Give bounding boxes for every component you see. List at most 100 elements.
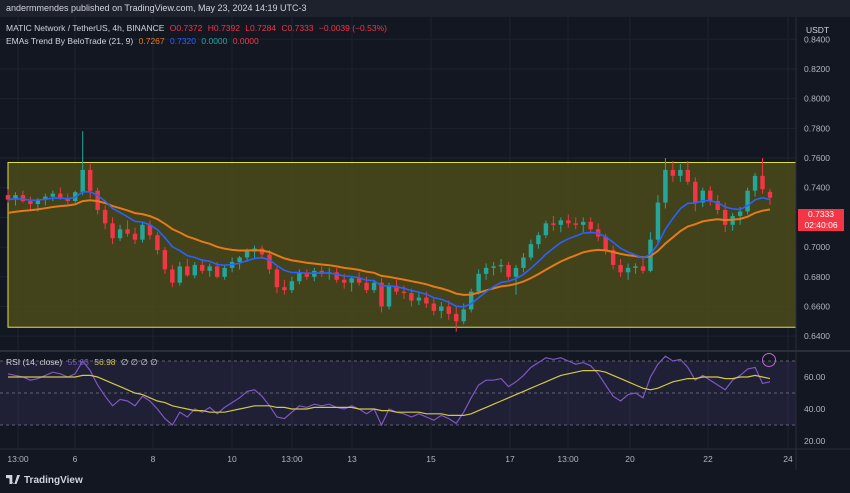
candle-body <box>214 266 220 277</box>
candle-body <box>289 281 295 291</box>
candle-body <box>476 273 481 292</box>
candle-body <box>439 306 444 311</box>
time-tick-label: 8 <box>151 454 156 464</box>
candle-body <box>371 282 377 291</box>
candle-body <box>102 209 108 224</box>
time-tick-label: 6 <box>73 454 78 464</box>
candle-body <box>640 266 646 271</box>
candle-body <box>237 257 242 262</box>
candle-body <box>581 221 586 225</box>
candle-body <box>125 229 130 234</box>
rsi-levels <box>0 360 796 426</box>
time-tick-label: 22 <box>703 454 713 464</box>
candle-body <box>394 285 399 292</box>
rsi-value-2: 56.98 <box>94 357 116 367</box>
candle-body <box>483 267 489 274</box>
rsi-ma-line <box>8 370 771 416</box>
candle-body <box>386 285 392 307</box>
ema-value-3: 0.0000 <box>201 36 228 46</box>
candle-body <box>356 278 362 283</box>
candle-body <box>140 224 145 240</box>
candle-body <box>147 224 153 236</box>
rsi-legend: RSI (14, close) 55.63 56.98 ∅ ∅ ∅ ∅ <box>6 357 161 368</box>
candle-body <box>416 297 422 301</box>
candle-body <box>767 191 773 198</box>
symbol-legend: MATIC Network / TetherUS, 4h, BINANCE O0… <box>6 23 390 33</box>
candle-body <box>244 251 250 258</box>
candle-body <box>685 169 691 182</box>
candle-body <box>349 278 354 283</box>
candle-body <box>117 229 123 239</box>
lightning-icon[interactable] <box>762 353 776 367</box>
candle-body <box>132 233 138 240</box>
currency-label: USDT <box>806 25 829 35</box>
rsi-title[interactable]: RSI (14, close) <box>6 357 63 367</box>
candle-body <box>610 250 616 265</box>
rsi-value-1: 55.63 <box>67 357 89 367</box>
candle-body <box>87 169 93 191</box>
close-value: C0.7333 <box>281 23 314 33</box>
candle-body <box>633 266 638 268</box>
candle-body <box>50 193 56 197</box>
ema-legend: EMAs Trend By BeloTrade (21, 9) 0.7267 0… <box>6 36 262 46</box>
high-value: H0.7392 <box>207 23 240 33</box>
candle-body <box>603 236 608 251</box>
ema-title[interactable]: EMAs Trend By BeloTrade (21, 9) <box>6 36 134 46</box>
time-axis[interactable]: 13:00 6 8 10 13:00 13 15 17 13:00 20 22 24 <box>7 454 793 464</box>
candle-body <box>715 201 720 210</box>
time-tick-label: 15 <box>426 454 436 464</box>
time-tick-label: 13:00 <box>281 454 303 464</box>
price-tick-label: 0.7800 <box>804 123 830 133</box>
range-box[interactable] <box>7 161 797 328</box>
candle-body <box>5 195 11 200</box>
candle-body <box>446 306 451 314</box>
candle-body <box>409 293 414 301</box>
candle-body <box>80 169 85 193</box>
candle-body <box>543 223 549 236</box>
last-price: 0.7333 <box>808 209 834 219</box>
candle-body <box>274 269 280 288</box>
price-tick-label: 0.8400 <box>804 34 830 44</box>
price-tick-label: 0.6400 <box>804 331 830 341</box>
chart-area[interactable]: USDT 0.8400 0.8200 0.8000 0.7800 0.7600 0.7400… <box>0 17 850 470</box>
rsi-tick-label: 20.00 <box>804 436 826 446</box>
price-tick-label: 0.7600 <box>804 153 830 163</box>
candle-body <box>170 269 175 283</box>
candle-body <box>341 279 347 283</box>
candle-body <box>43 196 48 200</box>
rsi-line <box>7 355 771 427</box>
candle-body <box>737 211 743 216</box>
candle-body <box>454 313 459 322</box>
price-tick-label: 0.6800 <box>804 272 830 282</box>
change-value: −0.0039 (−0.53%) <box>318 23 387 33</box>
time-tick-label: 20 <box>625 454 635 464</box>
candle-body <box>513 267 519 277</box>
candle-body <box>558 220 564 225</box>
candle-body <box>282 287 287 291</box>
candle-body <box>678 169 683 176</box>
candle-body <box>745 190 750 212</box>
candle-body <box>185 266 190 276</box>
candle-body <box>506 264 511 277</box>
candle-body <box>700 190 705 203</box>
rsi-axis[interactable]: 60.00 40.00 20.00 <box>804 372 826 446</box>
candle-body <box>13 195 18 200</box>
candle-body <box>424 297 429 304</box>
candle-body <box>528 244 534 258</box>
candle-body <box>551 223 556 225</box>
rsi-value-rest: ∅ ∅ ∅ ∅ <box>120 357 158 367</box>
footer-bar: TradingView <box>0 470 850 493</box>
candle-body <box>65 198 70 202</box>
tradingview-logo[interactable]: TradingView <box>6 475 83 486</box>
candle-body <box>708 190 713 202</box>
candle-body <box>431 303 437 311</box>
publish-bar: andermmendes published on TradingView.co… <box>0 0 850 17</box>
candle-body <box>760 175 765 190</box>
candle-body <box>192 264 197 276</box>
candle-body <box>401 291 407 294</box>
candle-body <box>207 266 212 271</box>
candle-body <box>670 169 676 176</box>
symbol-title[interactable]: MATIC Network / TetherUS, 4h, BINANCE <box>6 23 165 33</box>
